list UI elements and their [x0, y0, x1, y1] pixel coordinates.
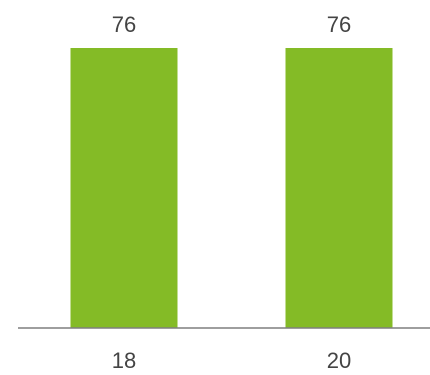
- bar-20: [285, 48, 393, 328]
- data-labels-group: 76 76: [112, 12, 351, 37]
- data-label: 76: [327, 12, 351, 37]
- x-tick-labels-group: 18 20: [112, 348, 351, 373]
- bars-group: [70, 48, 393, 328]
- data-label: 76: [112, 12, 136, 37]
- x-tick-label: 20: [327, 348, 351, 373]
- bar-18: [70, 48, 178, 328]
- x-tick-label: 18: [112, 348, 136, 373]
